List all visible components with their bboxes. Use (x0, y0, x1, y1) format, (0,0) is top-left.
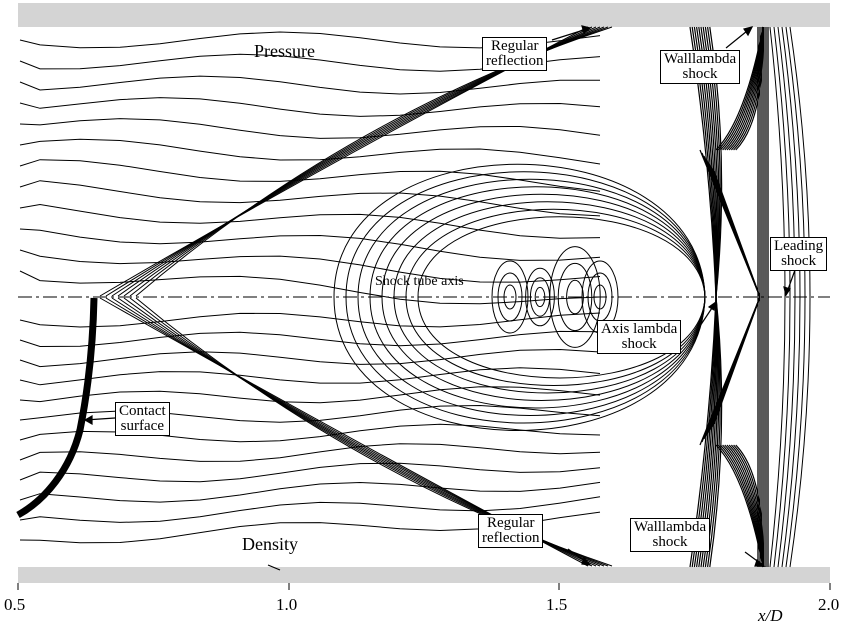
walllambda-top-label: Walllambda shock (660, 50, 741, 84)
x-tick-label-1: 1.0 (276, 595, 298, 614)
contact-surface-curve (16, 297, 98, 519)
x-tick-label-2: 1.5 (546, 595, 568, 614)
top-wall (18, 3, 830, 27)
density-label: Density (242, 534, 298, 554)
leading-shock-band (757, 27, 769, 567)
lambda-shock-legs (689, 26, 764, 568)
x-tick-label-3: 2.0 (818, 595, 840, 614)
leading-shock-label: Leading shock (770, 237, 828, 271)
regular-reflection-bottom-label: Regular reflection (478, 514, 544, 548)
annotation-arrows (83, 25, 796, 571)
pressure-label: Pressure (254, 41, 315, 61)
axis-lambda-label: Axis lambda shock (597, 320, 682, 354)
bottom-wall (18, 567, 830, 583)
contact-surface-label: Contact surface (115, 402, 170, 436)
regular-reflection-top-label: Regular reflection (482, 37, 548, 71)
walllambda-bottom-label: Walllambda shock (630, 518, 711, 552)
axis-label: Shock tube axis (375, 274, 464, 289)
x-axis-title: x/D (758, 606, 783, 625)
x-tick-label-0: 0.5 (4, 595, 26, 614)
x-axis-ticks (17, 583, 831, 590)
